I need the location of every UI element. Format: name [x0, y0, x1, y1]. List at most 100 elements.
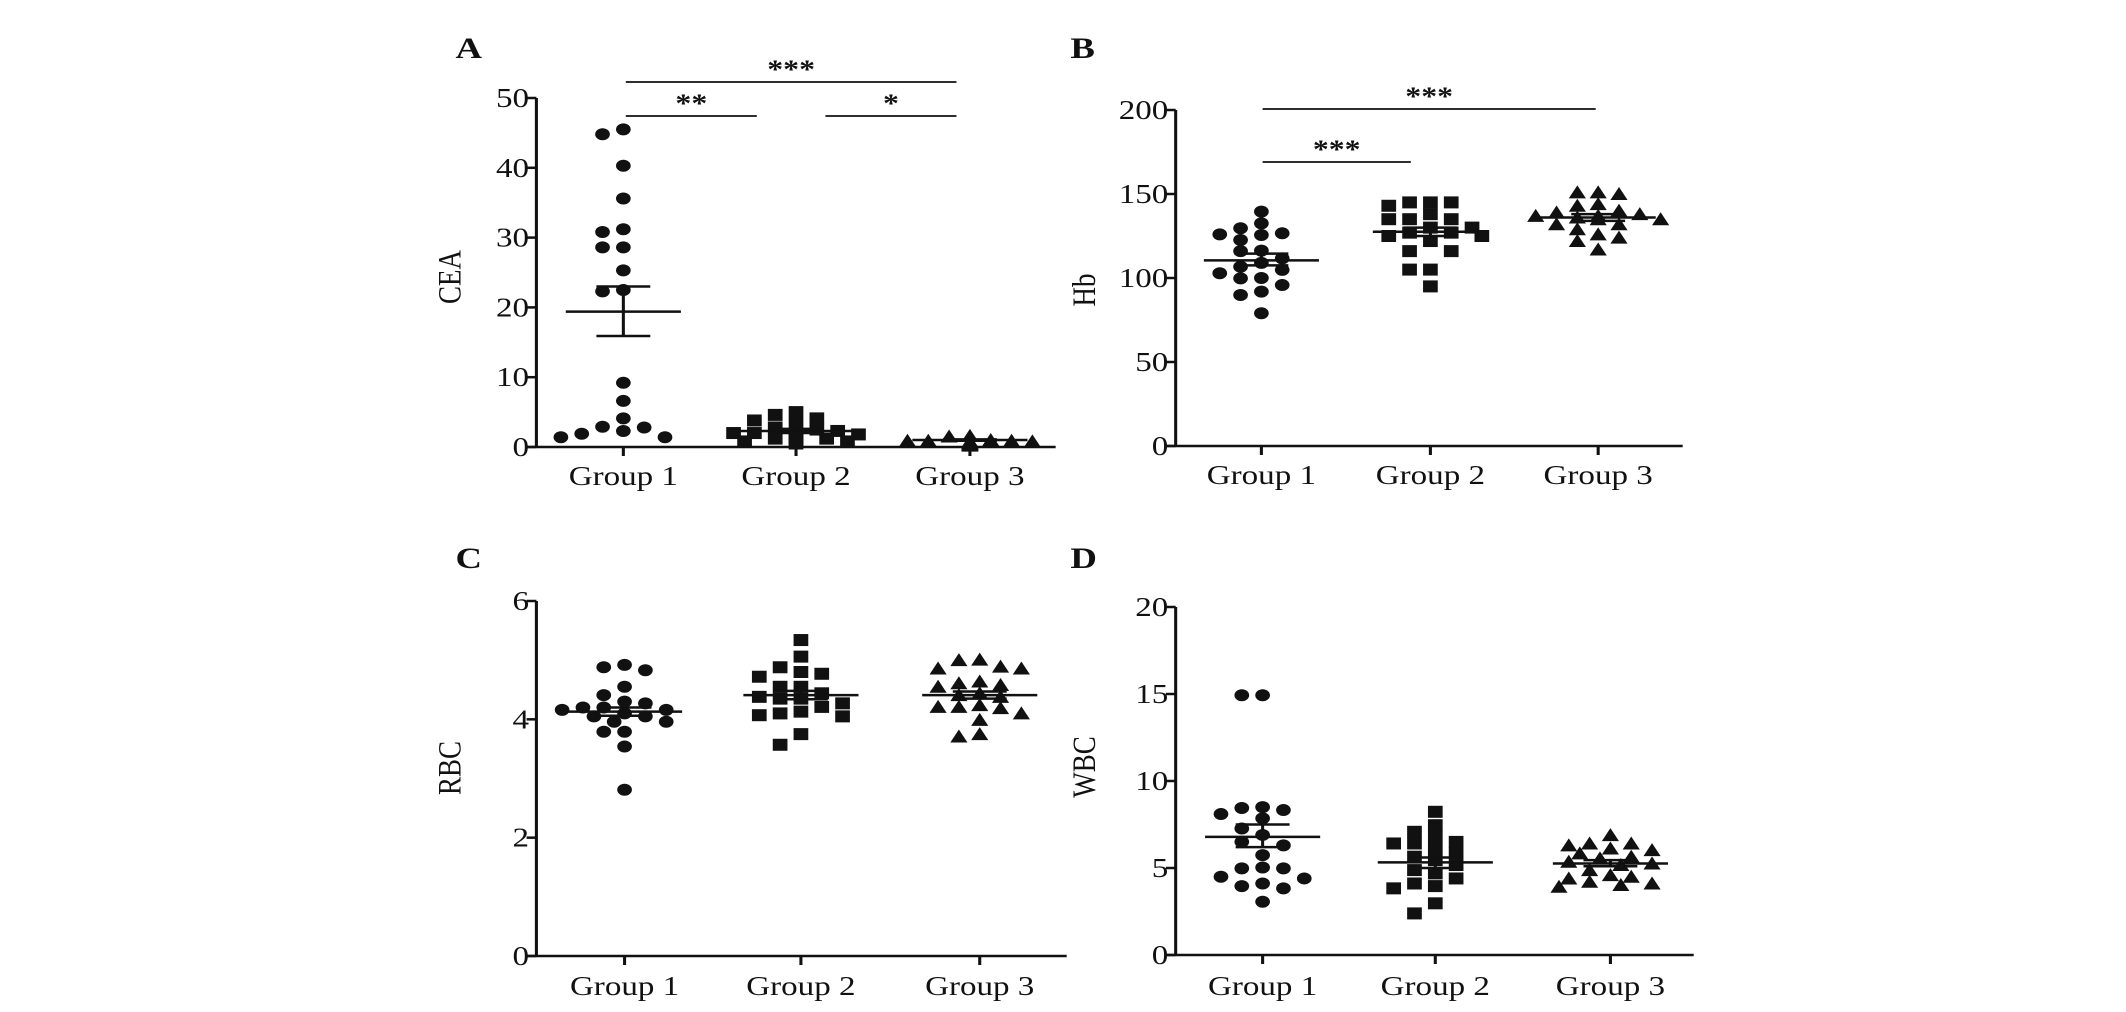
data-point-triangle: [898, 433, 917, 447]
data-point-triangle: [991, 659, 1010, 673]
data-point-square: [1407, 837, 1422, 850]
data-point-triangle: [1612, 878, 1630, 892]
y-axis-label: WBC: [1065, 736, 1102, 797]
y-tick-label: 2: [513, 823, 530, 853]
data-point-circle: [1255, 861, 1270, 874]
data-point-triangle: [1527, 208, 1545, 222]
data-point-square: [1427, 805, 1443, 818]
y-tick-label: 0: [513, 941, 530, 971]
data-point-circle: [1234, 880, 1250, 893]
data-point-square: [1427, 830, 1443, 843]
data-point-triangle: [1589, 185, 1607, 199]
data-point-square: [1423, 208, 1438, 221]
data-point-triangle: [1012, 661, 1030, 675]
data-point-triangle: [1589, 197, 1607, 211]
x-tick-label: Group 1: [1207, 460, 1316, 490]
panel-b: B 0 50 100 150 200 Hb Group 1 Group 2 Group 3 *** *…: [1065, 32, 1683, 490]
data-point-circle: [596, 725, 612, 738]
data-point-circle: [1255, 877, 1270, 890]
data-point-square: [767, 432, 783, 445]
panel-label: D: [1070, 542, 1097, 575]
y-tick-label: 100: [1119, 263, 1169, 293]
y-tick-label: 50: [1135, 347, 1168, 377]
data-point-triangle: [950, 653, 968, 667]
data-point-triangle: [971, 712, 989, 726]
data-point-triangle: [950, 729, 968, 743]
x-tick-label: Group 2: [1381, 971, 1490, 1001]
y-tick-label: 0: [513, 432, 530, 462]
x-tick-label: Group 3: [1556, 971, 1665, 1001]
data-point-triangle: [1571, 846, 1589, 860]
data-point-circle: [616, 424, 631, 437]
data-point-circle: [1274, 227, 1290, 240]
x-tick-label: Group 2: [1376, 460, 1485, 490]
data-point-circle: [1274, 279, 1290, 292]
y-tick-label: 10: [1135, 766, 1168, 796]
significance-label: ***: [1313, 136, 1361, 165]
data-point-circle: [1233, 222, 1248, 235]
data-point-circle: [553, 431, 569, 444]
data-point-circle: [1274, 263, 1290, 276]
data-point-circle: [657, 431, 673, 444]
data-point-circle: [1234, 689, 1250, 702]
data-point-triangle: [1581, 836, 1599, 850]
data-point-square: [809, 412, 825, 425]
data-point-triangle: [1589, 227, 1607, 241]
y-axis-label: CEA: [431, 250, 468, 304]
data-point-circle: [1254, 285, 1269, 298]
data-point-circle: [596, 661, 612, 674]
y-axis-label: RBC: [431, 741, 468, 795]
data-point-triangle: [1622, 869, 1640, 883]
x-tick-label: Group 3: [915, 461, 1024, 491]
data-point-circle: [616, 159, 631, 172]
data-point-square: [788, 406, 804, 419]
data-point-circle: [616, 412, 631, 425]
y-tick-label: 40: [496, 153, 529, 183]
data-point-square: [772, 661, 788, 674]
data-point-square: [1427, 819, 1443, 832]
data-point-square: [1423, 280, 1438, 293]
data-point-square: [1407, 825, 1422, 838]
data-point-square: [819, 432, 834, 445]
x-tick-label: Group 1: [569, 461, 678, 491]
y-tick-label: 30: [496, 222, 529, 252]
data-point-square: [1427, 897, 1443, 910]
data-point-square: [1423, 263, 1438, 276]
data-point-circle: [595, 420, 610, 433]
data-point-square: [814, 687, 830, 700]
data-point-triangle: [1601, 868, 1619, 882]
data-point-square: [772, 738, 788, 751]
data-point-square: [840, 435, 855, 448]
data-point-circle: [616, 223, 631, 236]
y-tick-label: 20: [1135, 592, 1168, 622]
data-point-square: [751, 690, 767, 703]
data-point-circle: [1255, 812, 1270, 825]
data-point-square: [814, 700, 830, 713]
panel-c: C 0 2 4 6 RBC Group 1 Group 2 Group 3: [431, 542, 1067, 1001]
data-point-triangle: [961, 438, 979, 452]
data-point-square: [1443, 245, 1459, 258]
data-point-square: [1407, 864, 1422, 877]
data-point-triangle: [1568, 234, 1586, 248]
data-point-circle: [616, 394, 631, 407]
data-point-triangle: [1547, 205, 1566, 219]
data-point-triangle: [1643, 843, 1661, 857]
data-point-square: [793, 650, 809, 663]
data-point-square: [1427, 880, 1443, 893]
data-point-circle: [616, 123, 631, 136]
data-point-circle: [1296, 872, 1312, 885]
data-point-circle: [617, 695, 632, 708]
data-point-triangle: [929, 679, 947, 693]
data-point-circle: [595, 226, 610, 239]
data-point-triangle: [1560, 838, 1578, 852]
data-point-triangle: [971, 727, 989, 741]
data-point-triangle: [1610, 217, 1628, 231]
y-tick-label: 5: [1152, 853, 1169, 883]
data-point-circle: [1213, 808, 1229, 821]
data-point-circle: [595, 128, 610, 141]
data-point-triangle: [1610, 230, 1628, 244]
data-point-triangle: [1568, 198, 1586, 212]
data-point-triangle: [1012, 706, 1030, 720]
y-tick-label: 6: [513, 586, 530, 616]
